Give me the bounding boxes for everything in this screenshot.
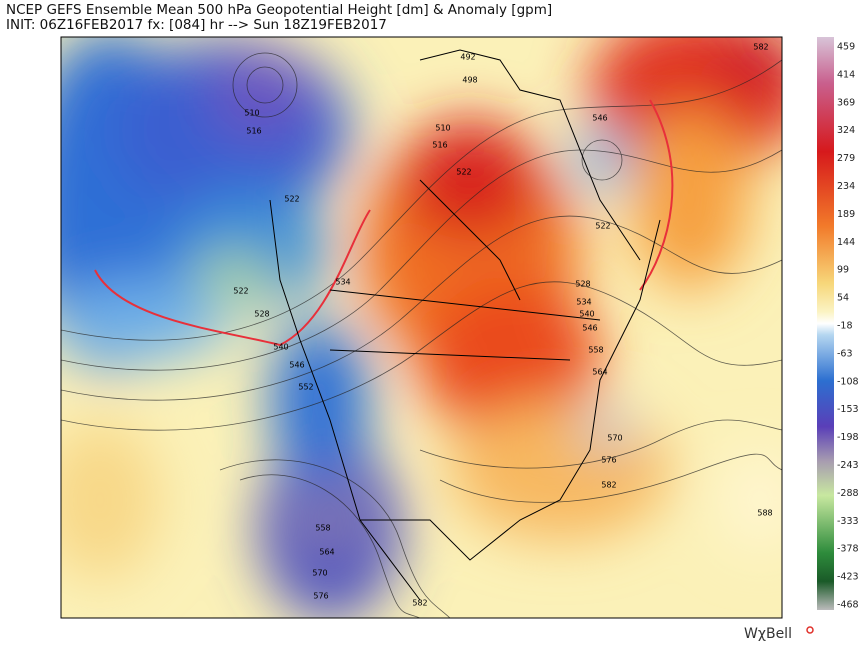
contour-label: 582 [601,481,616,490]
colorbar-label: 54 [837,293,849,304]
contour-label: 570 [607,434,622,443]
colorbar-label: -108 [837,376,859,387]
contour-label: 510 [435,124,450,133]
colorbar [817,37,834,610]
contour-label: 576 [313,592,328,601]
contour-label: 558 [588,346,603,355]
contour-label: 522 [233,287,248,296]
colorbar-label: -378 [837,544,859,555]
colorbar-label: 99 [837,265,849,276]
colorbar-label: 234 [837,181,855,192]
contour-label: 534 [335,278,350,287]
contour-label: 582 [753,43,768,52]
colorbar-label: 324 [837,125,855,136]
colorbar-label: 414 [837,69,855,80]
contour-label: 522 [595,222,610,231]
contour-label: 492 [460,53,475,62]
contour-label: 522 [284,195,299,204]
contour-label: 588 [757,509,772,518]
contour-label: 534 [576,298,591,307]
contour-label: 552 [298,383,313,392]
logo: WχBell [744,626,792,642]
contour-label: 540 [273,343,288,352]
contour-label: 564 [319,548,334,557]
colorbar-label: -333 [837,516,859,527]
contour-label: 540 [579,310,594,319]
colorbar-label: -63 [837,348,853,359]
contour-label: 558 [315,524,330,533]
contour-label: 528 [575,280,590,289]
contour-label: 528 [254,310,269,319]
contour-label: 546 [592,114,607,123]
colorbar-label: 279 [837,153,855,164]
map-frame [60,36,783,619]
contour-label: 516 [432,141,447,150]
colorbar-label: -198 [837,432,859,443]
colorbar-label: -423 [837,572,859,583]
contour-label: 498 [462,76,477,85]
colorbar-label: -243 [837,460,859,471]
map: 510 516 492 498 510 516 522 522 582 546 522 522 528 5… [61,37,782,618]
contour-label: 564 [592,368,607,377]
header-line2: INIT: 06Z16FEB2017 fx: [084] hr --> Sun … [6,17,387,33]
colorbar-label: 369 [837,97,855,108]
contour-label: 546 [289,361,304,370]
colorbar-label: 459 [837,42,855,53]
header-line1: NCEP GEFS Ensemble Mean 500 hPa Geopoten… [6,2,552,18]
contour-label: 576 [601,456,616,465]
contour-label: 582 [412,599,427,608]
colorbar-label: -468 [837,600,859,611]
colorbar-label: 144 [837,237,855,248]
contour-label: 570 [312,569,327,578]
colorbar-label: -288 [837,488,859,499]
colorbar-label: -18 [837,321,853,332]
contour-label: 516 [246,127,261,136]
contour-label: 522 [456,168,471,177]
colorbar-label: -153 [837,404,859,415]
contour-label: 546 [582,324,597,333]
colorbar-label: 189 [837,209,855,220]
logo-dot [806,626,814,634]
contour-label: 510 [244,109,259,118]
